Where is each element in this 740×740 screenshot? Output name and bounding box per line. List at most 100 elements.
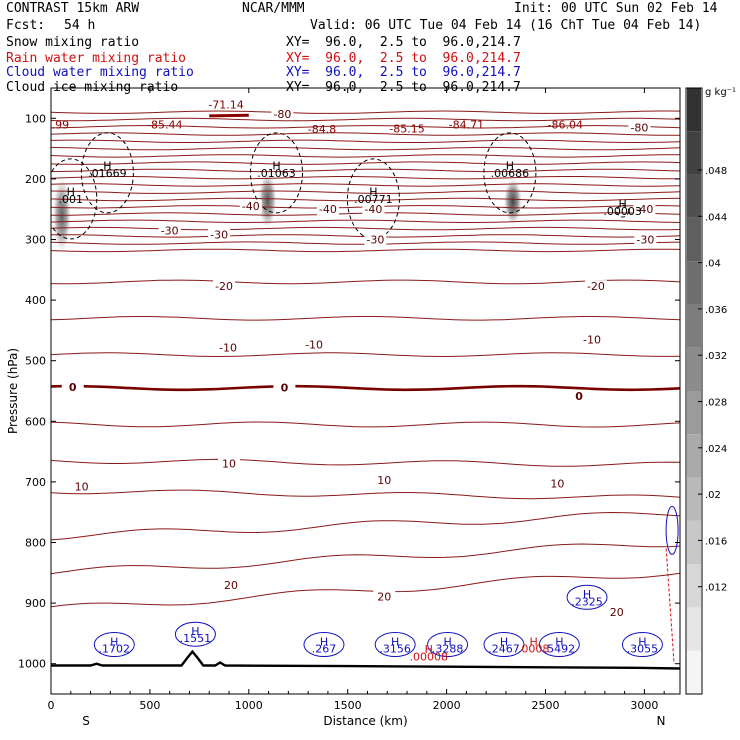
header-center: NCAR/MMM [242,1,305,16]
label-background [271,108,294,121]
label-background [628,121,651,134]
temperature-contour-label: -30 [636,234,654,247]
temperature-contour [51,132,680,136]
cloud-ice-max-marker: H [369,186,377,199]
temperature-minimum-label: -84.8 [308,123,336,136]
cloud-ice-max-marker: H [272,160,280,173]
colorbar-tick-label: .028 [705,398,727,409]
temperature-contour [51,168,680,173]
cloud-water-max-marker: H [500,635,508,648]
cloud-ice-max-value: .01669 [88,167,127,180]
field-rain-xy: XY= 96.0, 2.5 to 96.0,214.7 [286,51,521,66]
cloud-ice-contour [616,204,630,218]
cloud-water-contour [566,584,608,610]
cloud-water-max-marker: H [391,635,399,648]
colorbar-tick-label: .012 [705,583,727,594]
field-cloudwater-xy: XY= 96.0, 2.5 to 96.0,214.7 [286,65,521,80]
temperature-minimum-label: -84.71 [449,118,484,131]
temperature-contour [51,316,680,321]
colorbar-segment [687,434,701,478]
temperature-minimum-label: -85.44 [147,118,182,131]
colorbar-tick-label: .044 [705,212,727,223]
x-tick-label: 1500 [334,699,362,712]
temperature-contour-label: -30 [161,224,179,237]
label-background [218,457,241,470]
plot-frame [50,87,681,695]
temperature-contour [51,197,680,202]
header-valid: Valid: 06 UTC Tue 04 Feb 14 (16 ChT Tue … [310,18,702,33]
y-tick-label: 800 [25,537,46,550]
colorbar-segment [687,650,701,694]
label-background [303,338,326,351]
temperature-contour [51,117,680,122]
temperature-contour-label: 20 [377,590,391,603]
cloud-water-max-value: .5492 [544,643,576,656]
y-tick-label: 500 [25,355,46,368]
label-background [239,200,262,213]
colorbar-unit: g kg⁻¹ [705,87,736,98]
temperature-contour-label: -80 [630,121,648,134]
cloud-water-max-value: .2325 [571,595,603,608]
temperature-contour [51,125,680,129]
cloud-water-max-marker: H [638,635,646,648]
cloud-ice-max-marker: H [618,198,626,211]
temperature-contour-label: 0 [575,390,583,403]
cloud-water-contour [427,632,469,658]
y-tick-label: 400 [25,294,46,307]
cloud-water-contour [303,632,345,658]
cloud-ice-max-value: .001 [59,193,84,206]
cloud-water-contour [621,632,663,658]
x-tick-label: 500 [139,699,160,712]
field-snow-xy: XY= 96.0, 2.5 to 96.0,214.7 [286,35,521,50]
cloud-water-max-marker: H [583,588,591,601]
label-background [373,590,396,603]
cloud-ice-max-value: .00771 [354,193,393,206]
cloud-water-max-marker: H [320,635,328,648]
temperature-contour-label: -40 [635,203,653,216]
temperature-contour [51,543,680,575]
label-background [219,578,242,591]
cloud-ice-max-marker: H [506,160,514,173]
header-fcst-value: 54 h [64,18,96,33]
terrain-surface [51,649,680,670]
colorbar-tick-label: .016 [705,536,727,547]
colorbar-segment [687,174,701,218]
temperature-contour [51,190,680,194]
temperature-contour [51,352,680,358]
cloud-ice-max-value: .00686 [491,167,530,180]
temperature-contour [51,161,680,165]
rain-water-max-marker: H [529,635,537,648]
cloud-ice-max-value: .01063 [257,167,296,180]
temperature-contour-label: -30 [366,234,384,247]
cloud-water-contour [374,632,416,658]
label-background [362,203,385,216]
colorbar-outline [685,87,703,695]
cloud-water-max-marker: H [191,625,199,638]
header-model: CONTRAST 15km ARW [6,1,140,16]
label-background [605,606,628,619]
temperature-contour-label: -10 [583,333,601,346]
label-background [70,480,93,493]
cloud-water-max-value: .1702 [99,643,131,656]
colorbar-segment [687,304,701,348]
temperature-contour [51,421,680,428]
colorbar-tick-label: .048 [705,166,727,177]
cloud-ice-contour [483,132,537,214]
temperature-contour [51,279,680,285]
label-background [213,280,236,293]
y-tick-label: 900 [25,597,46,610]
temperature-contour-label: -80 [273,108,291,121]
rain-water-max-value: .0008 [518,643,550,656]
colorbar-tick-label: .032 [705,351,727,362]
cloud-water-max-value: .2467 [488,643,520,656]
temperature-contour-label: 0 [281,381,289,394]
temperature-contour [51,183,680,187]
cloud-water-contour [483,632,525,658]
temperature-contour-label: 20 [610,606,624,619]
colorbar-segment [687,217,701,262]
temperature-contour [51,110,680,114]
cloud-water-max-value: .3288 [432,643,464,656]
cloud-water-contours [93,505,679,664]
y-axis-label: Pressure (hPa) [6,348,20,434]
temperature-contour-label: 20 [224,579,238,592]
